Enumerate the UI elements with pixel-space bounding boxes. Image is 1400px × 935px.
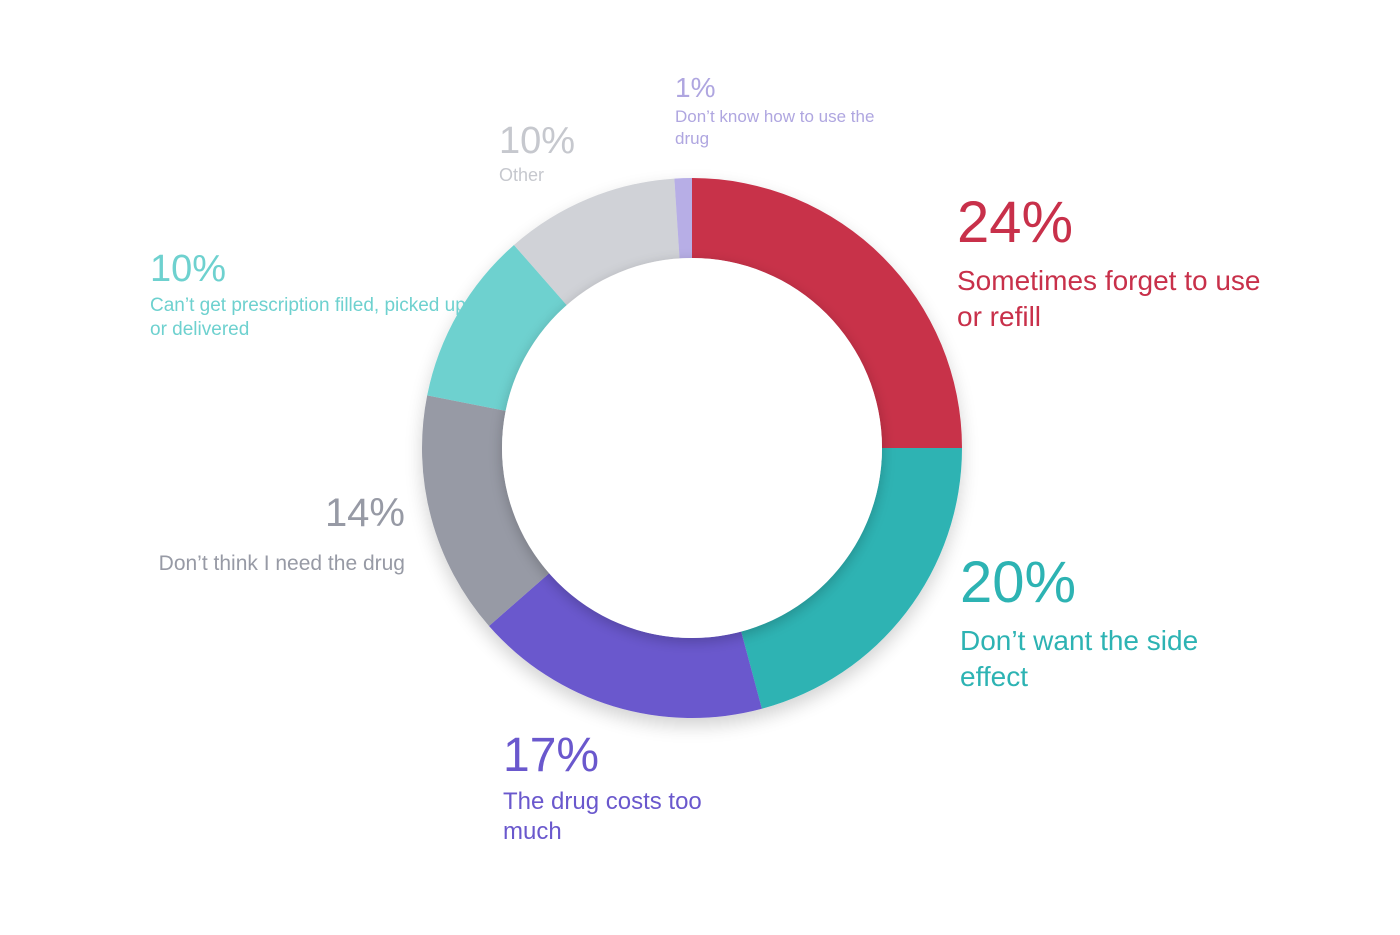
slice-percent-label: 1% [675,72,716,103]
slice-label-other: 10% Other [499,120,659,186]
slice-category-label: The drug costs too much [503,788,702,846]
donut-slice-dont-need [422,395,550,627]
slice-percent-label: 20% [960,550,1077,615]
donut-slice-cost [489,573,762,718]
slice-label-forget: 24% Sometimes forget to use or refill [957,190,1277,335]
slice-percent-label: 24% [957,190,1074,255]
donut-slice-forget [692,178,962,448]
slice-category-label: Can’t get prescription filled, picked up… [150,294,466,340]
donut-slice-prescription [427,245,567,411]
slice-label-side-effect: 20% Don’t want the side effect [960,550,1260,695]
slice-category-label: Other [499,164,545,185]
slice-label-prescription: 10% Can’t get prescription filled, picke… [150,248,470,342]
slice-percent-label: 17% [503,729,600,782]
slice-label-dont-know: 1% Don’t know how to use the drug [675,72,895,150]
slice-category-label: Sometimes forget to use or refill [957,264,1261,332]
slice-label-cost: 17% The drug costs too much [503,728,763,847]
slice-category-label: Don’t know how to use the drug [675,107,875,149]
slice-percent-label: 10% [499,120,576,162]
slice-category-label: Don’t think I need the drug [158,552,405,575]
donut-hole [502,258,882,638]
slice-percent-label: 14% [324,491,405,535]
donut-slice-side-effect [741,448,962,709]
slice-percent-label: 10% [150,248,227,290]
donut-slices [422,178,962,718]
donut-slice-other [513,178,680,306]
slice-category-label: Don’t want the side effect [960,624,1199,692]
slice-label-dont-need: 14% Don’t think I need the drug [150,490,405,578]
donut-slice-dont-know [674,178,692,259]
